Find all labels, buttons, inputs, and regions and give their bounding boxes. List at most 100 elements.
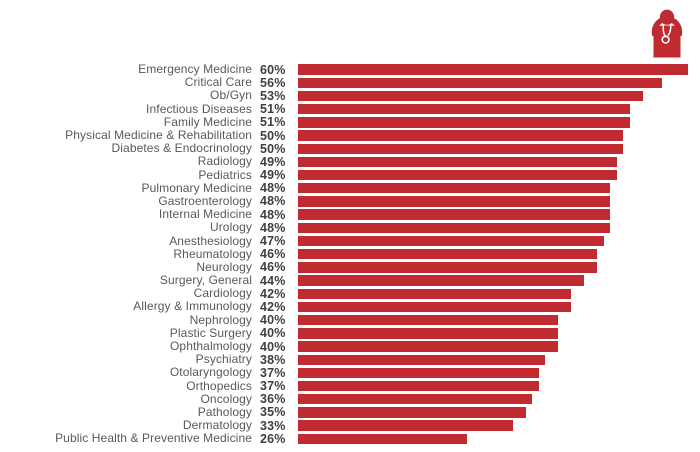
bar-row: Public Health & Preventive Medicine 26% [0, 432, 700, 446]
bar-track [298, 209, 700, 220]
value-label: 42% [260, 286, 286, 301]
bar-row: Plastic Surgery 40% [0, 326, 700, 340]
bar-track [298, 262, 700, 273]
value-label: 48% [260, 181, 286, 196]
category-label: Allergy & Immunology [133, 299, 252, 314]
value-label: 37% [260, 379, 286, 394]
bar-row: Infectious Diseases 51% [0, 101, 700, 117]
value-label: 50% [260, 128, 286, 143]
value-label: 48% [260, 194, 286, 209]
category-label: Emergency Medicine [138, 62, 252, 77]
bar-row: Family Medicine 51% [0, 115, 700, 130]
value-label: 40% [260, 313, 286, 328]
bar-track [298, 367, 700, 379]
bar-row: Critical Care 56% [0, 76, 700, 90]
bar-row: Ophthalmology 40% [0, 339, 700, 354]
bar [298, 77, 662, 88]
bar-track [298, 249, 700, 260]
bar [298, 420, 513, 431]
bar [298, 301, 571, 313]
bar [298, 103, 630, 115]
bar-row: Internal Medicine 48% [0, 207, 700, 222]
category-label: Ob/Gyn [210, 88, 252, 103]
bar-track [298, 341, 700, 352]
bar-row: Surgery, General 44% [0, 273, 700, 288]
bar-track [298, 288, 700, 299]
value-label: 48% [260, 220, 286, 235]
bar [298, 314, 558, 326]
bar-row: Allergy & Immunology 42% [0, 299, 700, 314]
category-label: Otolaryngology [169, 365, 252, 380]
category-label: Pathology [197, 404, 252, 419]
bar-row: Gastroenterology 48% [0, 193, 700, 209]
category-label: Cardiology [193, 286, 252, 301]
bar [298, 275, 584, 286]
bar [298, 407, 526, 418]
bar [298, 367, 539, 379]
bar [298, 196, 610, 207]
bar [298, 394, 532, 405]
category-label: Dermatology [182, 418, 252, 433]
bar-row: Physical Medicine & Rehabilitation 50% [0, 128, 700, 143]
value-label: 35% [260, 405, 286, 420]
bar [298, 64, 688, 75]
value-label: 46% [260, 247, 286, 262]
bar-track [298, 328, 700, 339]
value-label: 44% [260, 273, 286, 288]
bar [298, 341, 558, 352]
category-label: Ophthalmology [169, 339, 252, 354]
category-label: Pulmonary Medicine [141, 180, 252, 195]
bar-track [298, 64, 700, 75]
category-label: Orthopedics [186, 378, 252, 393]
value-label: 46% [260, 260, 286, 275]
bar-row: Pulmonary Medicine 48% [0, 180, 700, 196]
value-label: 48% [260, 207, 286, 222]
bar-track [298, 420, 700, 431]
bar-row: Dermatology 33% [0, 418, 700, 433]
bar-row: Diabetes & Endocrinology 50% [0, 141, 700, 156]
value-label: 38% [260, 352, 286, 367]
bar [298, 169, 617, 181]
value-label: 47% [260, 234, 286, 249]
doctor-stethoscope-icon [647, 9, 687, 58]
category-label: Gastroenterology [158, 193, 252, 208]
category-label: Internal Medicine [158, 207, 252, 222]
bar-row: Anesthesiology 47% [0, 234, 700, 249]
bar [298, 249, 597, 260]
bar-row: Otolaryngology 37% [0, 365, 700, 380]
bar-row: Pediatrics 49% [0, 167, 700, 182]
value-label: 60% [260, 62, 286, 77]
bar [298, 328, 558, 339]
bar [298, 235, 604, 247]
value-label: 49% [260, 154, 286, 169]
bar-row: Orthopedics 37% [0, 378, 700, 394]
bar-row: Emergency Medicine 60% [0, 62, 700, 77]
value-label: 51% [260, 115, 286, 130]
category-label: Oncology [200, 391, 252, 406]
value-label: 51% [260, 102, 286, 117]
bar-track [298, 235, 700, 247]
bar-row: Ob/Gyn 53% [0, 88, 700, 103]
category-label: Diabetes & Endocrinology [111, 141, 252, 156]
bar [298, 262, 597, 273]
bar-track [298, 183, 700, 194]
bar-track [298, 275, 700, 286]
category-label: Infectious Diseases [146, 101, 252, 116]
bar-row: Urology 48% [0, 220, 700, 235]
category-label: Pediatrics [198, 167, 252, 182]
value-label: 50% [260, 141, 286, 156]
bar-track [298, 380, 700, 392]
value-label: 37% [260, 365, 286, 380]
bar-track [298, 433, 700, 445]
bar-row: Radiology 49% [0, 154, 700, 169]
bar-track [298, 169, 700, 181]
bar-row: Oncology 36% [0, 391, 700, 406]
bar [298, 183, 610, 194]
bar [298, 433, 467, 445]
bar-track [298, 103, 700, 115]
bar-track [298, 301, 700, 313]
bar-track [298, 354, 700, 365]
bar [298, 222, 610, 234]
bar-row: Cardiology 42% [0, 286, 700, 301]
